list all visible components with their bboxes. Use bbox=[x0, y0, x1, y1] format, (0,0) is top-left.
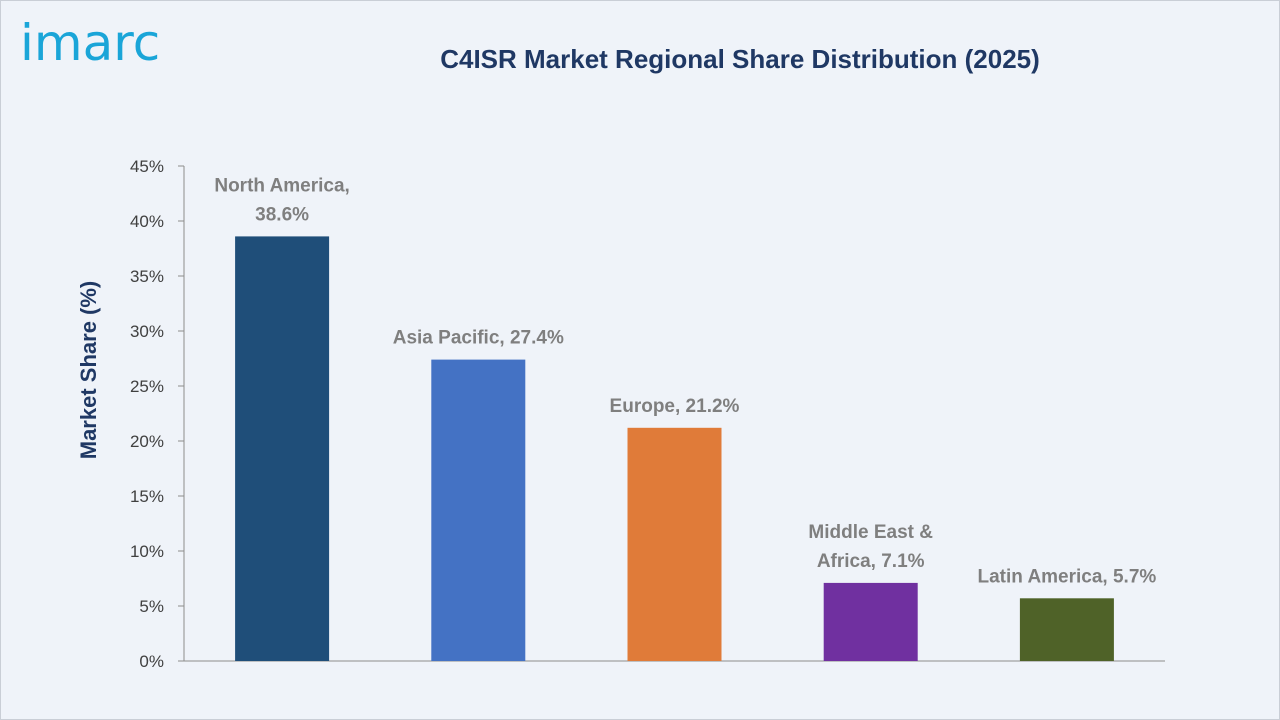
bar-north-america bbox=[235, 236, 330, 661]
chart-title: C4ISR Market Regional Share Distribution… bbox=[440, 44, 1040, 74]
y-axis-label: Market Share (%) bbox=[76, 281, 101, 460]
data-label: Africa, 7.1% bbox=[817, 551, 925, 572]
y-tick-label: 20% bbox=[130, 432, 164, 451]
data-label: Latin America, 5.7% bbox=[977, 566, 1156, 587]
y-tick-label: 15% bbox=[130, 487, 164, 506]
data-labels: North America, 38.6% Asia Pacific, 27.4% Eu… bbox=[214, 175, 1156, 587]
bar-asia-pacific bbox=[431, 359, 526, 661]
imarc-logo: imarc bbox=[20, 14, 161, 72]
y-tick-label: 5% bbox=[139, 597, 164, 616]
bars bbox=[235, 236, 1114, 661]
data-label: North America, bbox=[214, 175, 350, 196]
data-label: Asia Pacific, 27.4% bbox=[393, 328, 564, 349]
y-tick-label: 30% bbox=[130, 322, 164, 341]
y-tick-label: 40% bbox=[130, 212, 164, 231]
data-label: Middle East & bbox=[808, 522, 933, 543]
bar-latin-america bbox=[1019, 598, 1114, 661]
bar-europe bbox=[627, 427, 722, 661]
y-axis: 0% 5% 10% 15% 20% 25% 30% 35% 40% 45% bbox=[130, 157, 1165, 671]
data-label: Europe, 21.2% bbox=[610, 396, 740, 417]
y-tick-label: 10% bbox=[130, 542, 164, 561]
y-tick-label: 25% bbox=[130, 377, 164, 396]
y-tick-label: 0% bbox=[139, 652, 164, 671]
data-label: 38.6% bbox=[255, 204, 309, 225]
y-tick-label: 45% bbox=[130, 157, 164, 176]
bar-middle-east-africa bbox=[823, 582, 918, 661]
y-tick-label: 35% bbox=[130, 267, 164, 286]
